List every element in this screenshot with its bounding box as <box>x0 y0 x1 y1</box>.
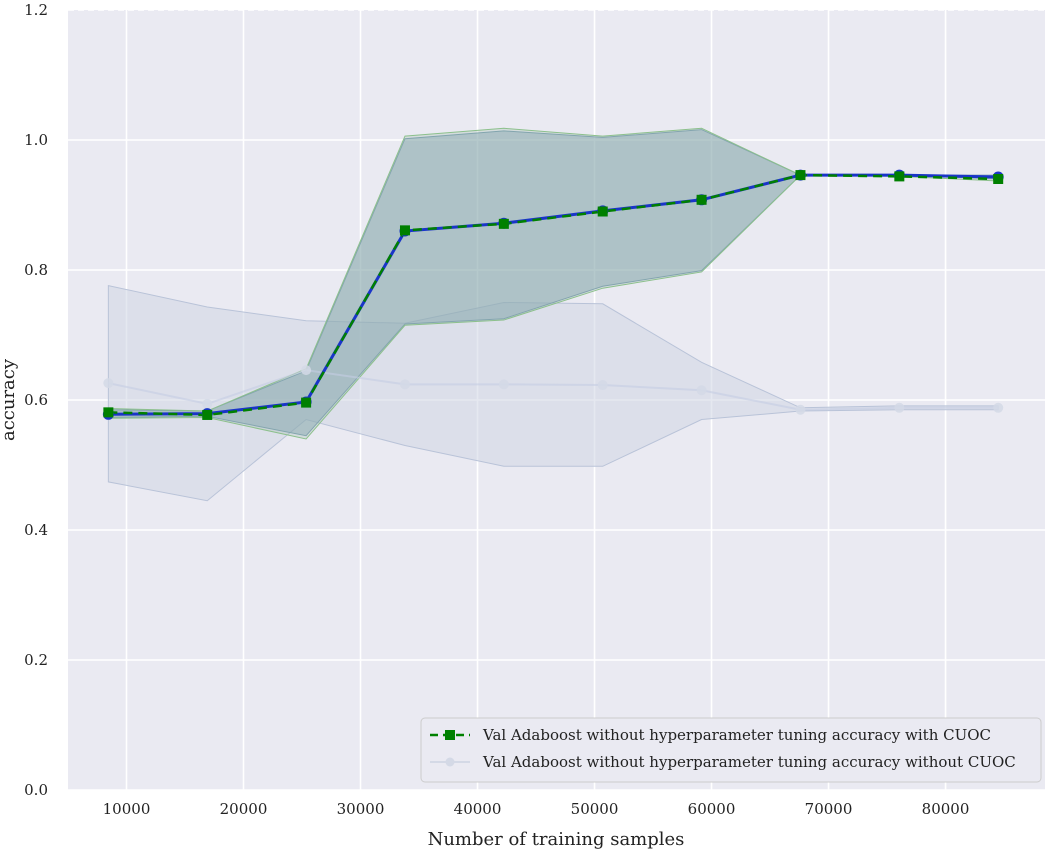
x-tick-label: 30000 <box>337 800 385 818</box>
point-without-cuoc <box>498 379 509 390</box>
x-axis-title: Number of training samples <box>428 829 685 850</box>
point-with-cuoc <box>597 206 608 217</box>
x-tick-label: 10000 <box>103 800 151 818</box>
legend-label-without-cuoc: Val Adaboost without hyperparameter tuni… <box>482 753 1016 771</box>
tick-labels: 10000 20000 30000 40000 50000 60000 70000 80000… <box>24 1 969 818</box>
point-without-cuoc <box>795 404 806 415</box>
point-with-cuoc <box>498 218 509 229</box>
y-tick-label: 0.6 <box>24 391 48 409</box>
point-without-cuoc <box>894 402 905 413</box>
x-tick-label: 50000 <box>571 800 619 818</box>
point-without-cuoc <box>696 385 707 396</box>
point-with-cuoc <box>399 225 410 236</box>
point-with-cuoc <box>103 407 114 418</box>
point-without-cuoc <box>301 365 312 376</box>
point-with-cuoc <box>993 174 1004 184</box>
x-tick-label: 20000 <box>220 800 268 818</box>
legend[interactable]: Val Adaboost without hyperparameter tuni… <box>420 717 1042 783</box>
point-with-cuoc <box>301 397 312 408</box>
x-tick-label: 60000 <box>688 800 736 818</box>
point-with-cuoc <box>202 409 213 420</box>
y-tick-label: 1.2 <box>24 1 48 19</box>
legend-marker-with-cuoc <box>445 730 455 740</box>
y-tick-label: 1.0 <box>24 131 48 149</box>
y-tick-label: 0.8 <box>24 261 48 279</box>
point-without-cuoc <box>399 379 410 390</box>
y-tick-label: 0.2 <box>24 651 48 669</box>
y-tick-label: 0.4 <box>24 521 48 539</box>
point-with-cuoc <box>795 170 806 181</box>
legend-label-with-cuoc: Val Adaboost without hyperparameter tuni… <box>482 726 991 744</box>
series-markers <box>102 169 1004 420</box>
line-with-cuoc <box>108 173 999 417</box>
point-without-cuoc <box>597 380 608 391</box>
x-tick-label: 40000 <box>454 800 502 818</box>
point-without-cuoc <box>202 398 213 409</box>
point-without-cuoc <box>103 378 114 389</box>
y-tick-label: 0.0 <box>24 781 48 799</box>
series-lines <box>108 173 999 417</box>
point-without-cuoc <box>993 402 1004 413</box>
x-tick-label: 80000 <box>922 800 970 818</box>
legend-box <box>420 717 1042 783</box>
line-without-cuoc <box>108 369 999 411</box>
x-tick-label: 70000 <box>805 800 853 818</box>
legend-marker-without-cuoc <box>445 757 455 767</box>
y-axis-title: accuracy <box>0 358 19 441</box>
point-with-cuoc <box>894 171 905 182</box>
point-with-cuoc <box>696 194 707 205</box>
